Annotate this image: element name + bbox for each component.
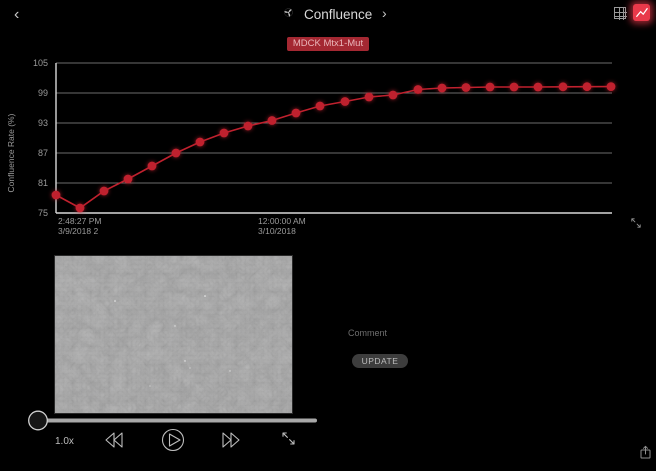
svg-text:1.0x: 1.0x xyxy=(55,436,74,447)
svg-text:87: 87 xyxy=(38,148,48,158)
svg-text:99: 99 xyxy=(38,88,48,98)
svg-text:Confluence Rate (%): Confluence Rate (%) xyxy=(6,113,16,192)
svg-text:3/9/2018 2: 3/9/2018 2 xyxy=(58,226,98,236)
svg-text:75: 75 xyxy=(38,208,48,218)
svg-text:3/10/2018: 3/10/2018 xyxy=(258,226,296,236)
svg-text:105: 105 xyxy=(33,58,48,68)
svg-text:2:48:27 PM: 2:48:27 PM xyxy=(58,216,101,226)
svg-text:93: 93 xyxy=(38,118,48,128)
svg-text:81: 81 xyxy=(38,178,48,188)
svg-text:12:00:00 AM: 12:00:00 AM xyxy=(258,216,306,226)
